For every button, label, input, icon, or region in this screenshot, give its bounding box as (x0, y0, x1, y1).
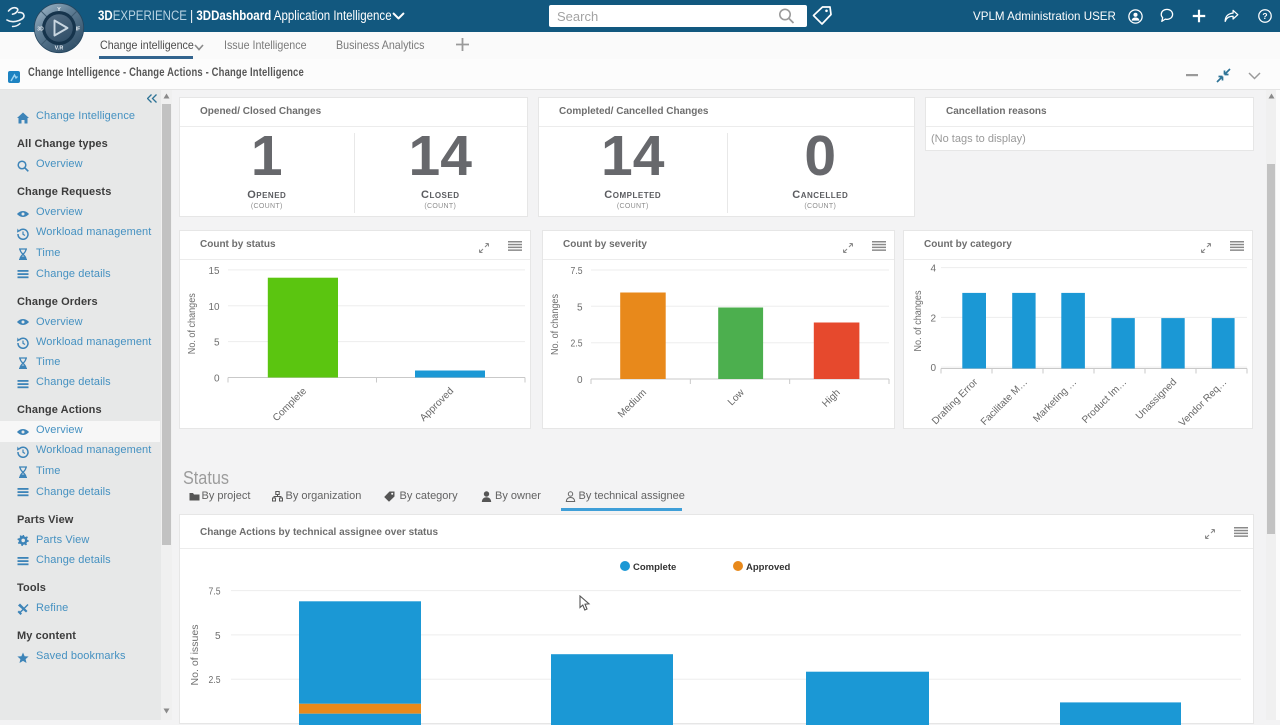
svg-text:7.5: 7.5 (571, 266, 583, 277)
svg-text:?: ? (1262, 11, 1267, 21)
svg-text:No. of changes: No. of changes (913, 291, 924, 352)
svg-text:2.5: 2.5 (209, 675, 221, 686)
svg-text:7.5: 7.5 (209, 587, 221, 598)
svg-text:No. of changes: No. of changes (550, 294, 561, 355)
svg-text:5: 5 (214, 338, 220, 349)
svg-text:Vendor Req…: Vendor Req… (1177, 377, 1229, 429)
svg-text:15: 15 (209, 266, 220, 277)
svg-text:3D: 3D (37, 27, 44, 33)
svg-text:IF: IF (76, 27, 80, 33)
svg-text:4: 4 (930, 264, 936, 275)
svg-text:5: 5 (577, 302, 583, 313)
svg-text:0: 0 (577, 375, 583, 386)
svg-text:Complete: Complete (271, 386, 309, 424)
svg-text:Approved: Approved (418, 386, 456, 424)
svg-text:2.5: 2.5 (571, 339, 583, 350)
svg-text:Low: Low (726, 387, 747, 408)
svg-text:Facilitate M…: Facilitate M… (979, 377, 1030, 428)
svg-text:High: High (820, 387, 842, 409)
svg-text:5: 5 (215, 631, 221, 642)
svg-text:Medium: Medium (616, 387, 649, 420)
svg-text:0: 0 (930, 363, 936, 374)
svg-text:No. of changes: No. of changes (187, 293, 198, 354)
svg-text:0: 0 (214, 374, 220, 385)
svg-text:Y: Y (57, 7, 61, 13)
svg-text:Drafting Error: Drafting Error (930, 376, 981, 427)
svg-text:No. of issues: No. of issues (190, 625, 201, 686)
svg-text:10: 10 (209, 302, 220, 313)
svg-text:Marketing …: Marketing … (1031, 377, 1079, 425)
svg-text:V.R: V.R (55, 46, 64, 52)
svg-text:Unassigned: Unassigned (1134, 377, 1179, 422)
svg-text:Product Im…: Product Im… (1080, 377, 1129, 426)
svg-text:2: 2 (930, 313, 936, 324)
